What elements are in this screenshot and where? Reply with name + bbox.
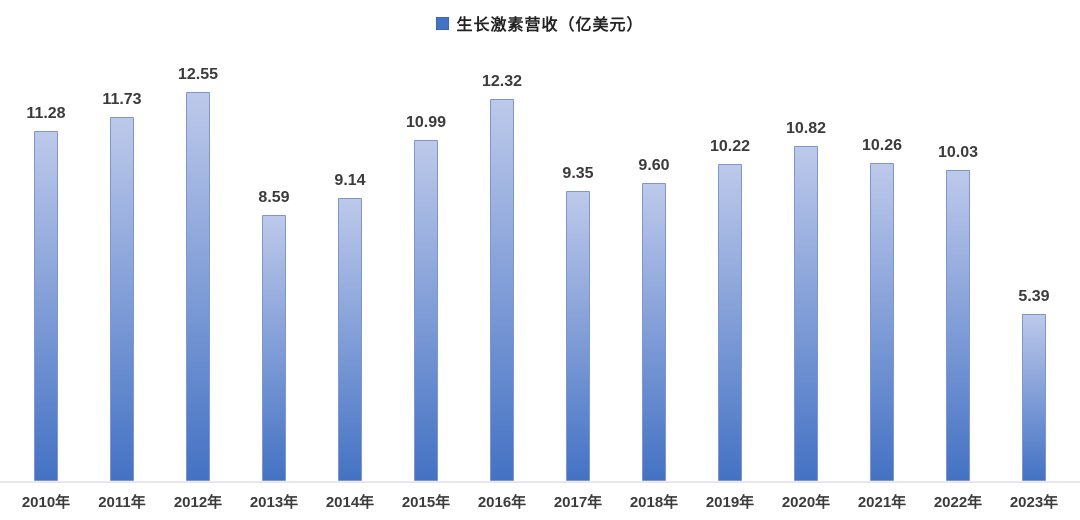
bar-column: 10.26 — [844, 137, 920, 481]
x-axis-tick-label: 2023年 — [1009, 494, 1059, 511]
bar-column: 8.59 — [236, 189, 312, 481]
bar — [110, 117, 134, 481]
bar-value-label: 10.99 — [405, 114, 447, 131]
x-axis-tick-label: 2014年 — [325, 494, 375, 511]
bar-column: 11.28 — [8, 105, 84, 481]
x-axis-tick-label: 2012年 — [173, 494, 223, 511]
x-axis-tick-label: 2018年 — [629, 494, 679, 511]
bar — [870, 163, 894, 481]
bars-container: 11.28 11.73 12.55 8.59 9.14 10.99 12.32 9.35 9.6… — [8, 36, 1072, 481]
bar-value-label: 9.35 — [562, 165, 594, 182]
bar-column: 10.82 — [768, 120, 844, 481]
bar-column: 10.22 — [692, 138, 768, 481]
bar-column: 9.35 — [540, 165, 616, 481]
x-axis-tick-label: 2010年 — [21, 494, 71, 511]
bar — [338, 198, 362, 481]
chart-legend: 生长激素营收（亿美元） — [0, 0, 1080, 36]
x-axis-tick-label: 2019年 — [705, 494, 755, 511]
bar-value-label: 10.82 — [785, 120, 827, 137]
bar-column: 11.73 — [84, 91, 160, 481]
bar — [566, 191, 590, 481]
bar-column: 12.55 — [160, 66, 236, 481]
bar — [1022, 314, 1046, 481]
bar — [642, 183, 666, 481]
bar-value-label: 8.59 — [258, 189, 290, 206]
x-axis-line — [0, 481, 1080, 483]
bar-value-label: 9.14 — [334, 172, 366, 189]
bar-column: 9.14 — [312, 172, 388, 481]
bar-value-label: 12.32 — [481, 73, 523, 90]
bar-column: 9.60 — [616, 157, 692, 481]
bar-column: 10.03 — [920, 144, 996, 481]
x-axis-tick-label: 2022年 — [933, 494, 983, 511]
x-axis-tick-label: 2020年 — [781, 494, 831, 511]
series-swatch-icon — [436, 16, 450, 30]
bar-value-label: 11.73 — [102, 91, 142, 108]
bar-value-label: 12.55 — [177, 66, 219, 83]
legend-label: 生长激素营收（亿美元） — [456, 17, 644, 34]
x-axis-tick-labels: 2010年 2011年 2012年 2013年 2014年 2015年 2016年 2017年… — [8, 483, 1072, 512]
bar-column: 5.39 — [996, 288, 1072, 481]
bar-value-label: 5.39 — [1018, 288, 1050, 305]
bar-column: 10.99 — [388, 114, 464, 481]
plot-area: 11.28 11.73 12.55 8.59 9.14 10.99 12.32 9.35 9.6… — [8, 36, 1072, 481]
bar-value-label: 10.03 — [937, 144, 979, 161]
bar-value-label: 9.60 — [638, 157, 670, 174]
bar — [262, 215, 286, 481]
bar — [794, 146, 818, 481]
bar — [34, 131, 58, 481]
x-axis-tick-label: 2015年 — [401, 494, 451, 511]
bar-column: 12.32 — [464, 73, 540, 481]
x-axis-tick-label: 2021年 — [857, 494, 907, 511]
x-axis-tick-label: 2017年 — [553, 494, 603, 511]
bar — [186, 92, 210, 481]
bar-value-label: 10.26 — [861, 137, 903, 154]
bar-value-label: 10.22 — [709, 138, 751, 155]
x-axis-tick-label: 2011年 — [98, 494, 146, 511]
bar — [946, 170, 970, 481]
bar — [490, 99, 514, 481]
bar-value-label: 11.28 — [26, 105, 66, 122]
x-axis-tick-label: 2013年 — [249, 494, 299, 511]
x-axis-tick-label: 2016年 — [477, 494, 527, 511]
bar — [414, 140, 438, 481]
bar — [718, 164, 742, 481]
